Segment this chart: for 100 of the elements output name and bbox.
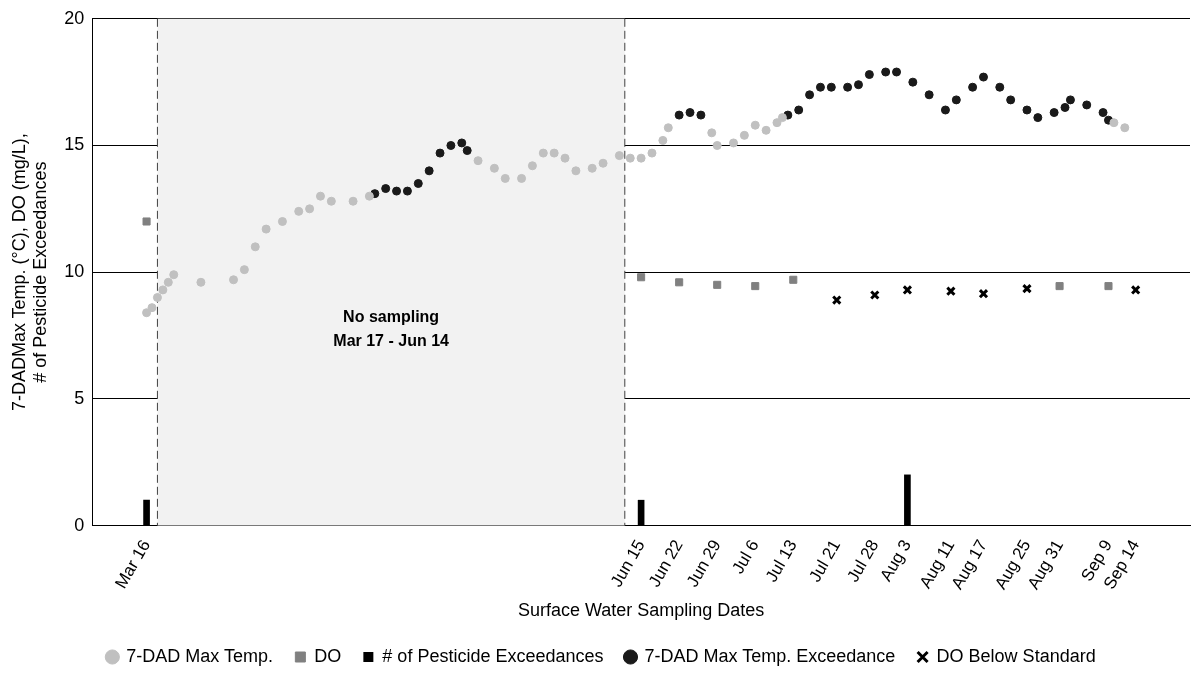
point bbox=[789, 275, 798, 284]
point bbox=[402, 186, 412, 196]
point bbox=[142, 308, 152, 318]
point bbox=[326, 196, 336, 206]
point bbox=[924, 90, 934, 100]
legend-label: # of Pesticide Exceedances bbox=[382, 645, 604, 666]
point bbox=[158, 285, 168, 295]
point bbox=[517, 173, 527, 183]
point bbox=[772, 118, 782, 128]
point bbox=[413, 178, 423, 188]
point bbox=[815, 82, 825, 92]
point bbox=[685, 108, 695, 118]
y-tick-label: 5 bbox=[74, 387, 85, 408]
point bbox=[587, 163, 597, 173]
point bbox=[713, 280, 722, 289]
y-tick-label: 10 bbox=[64, 261, 85, 282]
x-tick-label: Jul 6 bbox=[728, 536, 763, 578]
point bbox=[489, 163, 499, 173]
point bbox=[647, 148, 657, 158]
point bbox=[424, 166, 434, 176]
point bbox=[169, 270, 179, 280]
point bbox=[614, 151, 624, 161]
point bbox=[457, 138, 467, 148]
point bbox=[739, 130, 749, 140]
point bbox=[277, 217, 287, 226]
point bbox=[392, 186, 402, 196]
point bbox=[305, 204, 315, 214]
y-tick-label: 0 bbox=[74, 514, 85, 535]
y-tick-label: 20 bbox=[64, 7, 85, 28]
point bbox=[163, 277, 173, 287]
point bbox=[348, 196, 358, 206]
x-tick-label: Jul 13 bbox=[761, 536, 801, 586]
legend-label: DO bbox=[314, 645, 342, 666]
point bbox=[951, 95, 961, 105]
point bbox=[1109, 118, 1119, 128]
point bbox=[1060, 102, 1070, 112]
point bbox=[527, 161, 537, 171]
point bbox=[364, 191, 374, 201]
point bbox=[794, 105, 804, 115]
point bbox=[598, 158, 608, 168]
point bbox=[995, 82, 1005, 92]
point bbox=[892, 67, 902, 77]
point bbox=[707, 128, 717, 138]
point bbox=[902, 284, 913, 295]
y-tick-label: 15 bbox=[64, 134, 85, 155]
point bbox=[315, 191, 325, 201]
point bbox=[462, 146, 472, 156]
point bbox=[196, 277, 206, 287]
point bbox=[538, 148, 548, 158]
point bbox=[805, 90, 815, 100]
point bbox=[831, 295, 842, 306]
point bbox=[381, 184, 391, 194]
point bbox=[1098, 108, 1108, 118]
point bbox=[1006, 95, 1016, 105]
point bbox=[945, 286, 956, 297]
point bbox=[881, 67, 891, 77]
point bbox=[261, 224, 271, 234]
point bbox=[549, 148, 559, 158]
point bbox=[294, 206, 304, 216]
point bbox=[637, 273, 646, 282]
point bbox=[1120, 123, 1130, 133]
y-axis-title: 7-DADMax Temp. (°C), DO (mg/L), # of Pesticide Exceedances bbox=[8, 133, 51, 412]
point bbox=[658, 135, 668, 145]
point bbox=[908, 77, 918, 87]
point bbox=[229, 275, 239, 285]
point bbox=[1104, 282, 1113, 291]
x-tick-label: Jul 21 bbox=[805, 536, 845, 586]
point bbox=[978, 288, 989, 299]
point bbox=[750, 120, 760, 130]
point bbox=[968, 82, 978, 92]
legend-label: DO Below Standard bbox=[936, 645, 1096, 666]
point bbox=[571, 166, 581, 176]
point bbox=[853, 80, 863, 90]
x-axis-title: Surface Water Sampling Dates bbox=[517, 600, 765, 621]
point bbox=[663, 123, 673, 133]
point bbox=[1082, 100, 1092, 110]
point bbox=[1022, 105, 1032, 115]
point bbox=[751, 282, 760, 291]
point bbox=[435, 148, 445, 158]
point bbox=[978, 72, 988, 82]
legend-label: 7-DAD Max Temp. Exceedance bbox=[644, 645, 896, 666]
point bbox=[147, 303, 157, 313]
point bbox=[675, 278, 684, 287]
point bbox=[729, 138, 738, 148]
point bbox=[674, 110, 684, 120]
point bbox=[696, 110, 706, 120]
point bbox=[500, 173, 510, 183]
point bbox=[625, 153, 635, 163]
point bbox=[869, 289, 880, 301]
band-label: No sampling Mar 17 - Jun 14 bbox=[333, 308, 450, 350]
legend-label: 7-DAD Max Temp. bbox=[126, 645, 274, 666]
point bbox=[239, 265, 249, 275]
point bbox=[843, 82, 853, 92]
point bbox=[777, 113, 787, 123]
point bbox=[1021, 283, 1032, 294]
point bbox=[940, 105, 950, 115]
point bbox=[1130, 284, 1141, 295]
point bbox=[446, 140, 456, 150]
point bbox=[142, 217, 151, 226]
point bbox=[826, 82, 836, 92]
